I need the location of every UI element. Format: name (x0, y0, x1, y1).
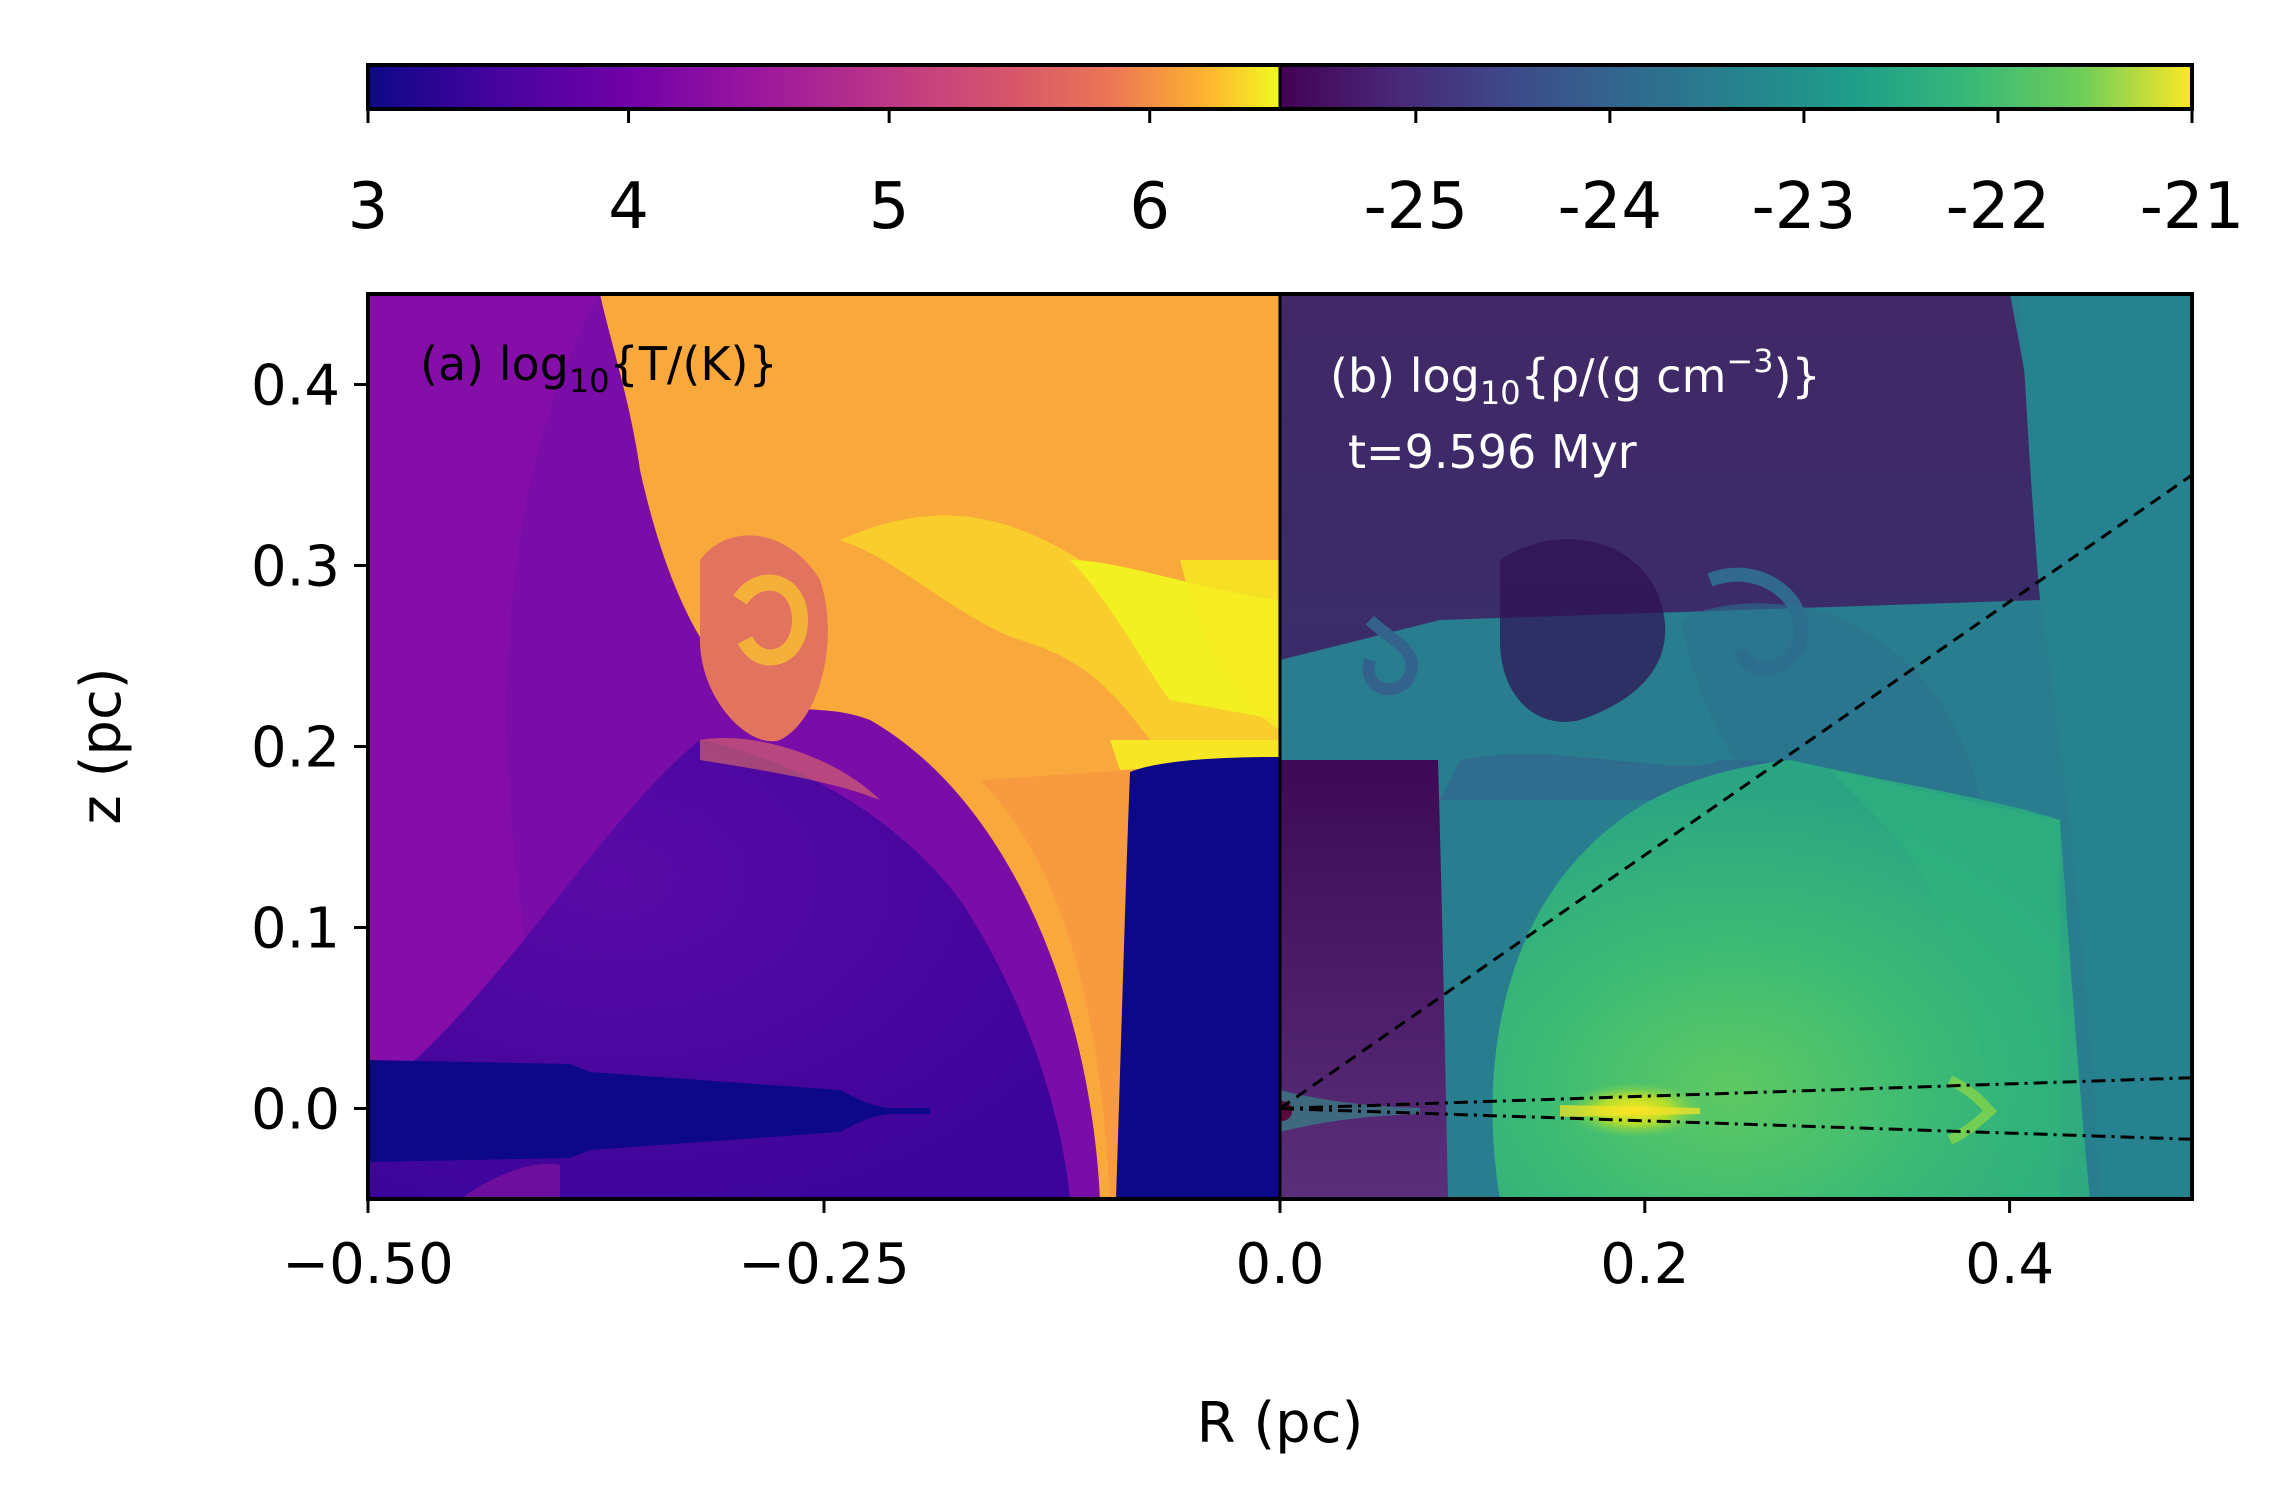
colorbar-density (1280, 65, 2192, 109)
colorbar-tick-label: -22 (1946, 170, 2051, 244)
colorbar-temperature (368, 65, 1280, 109)
y-tick-label: 0.4 (251, 354, 340, 419)
colorbar-ticks: 3 4 5 6 -25 -24 -23 -22 -21 (348, 109, 2245, 244)
x-axis-label: R (pc) (1197, 1391, 1364, 1456)
x-tick-label: 0.4 (1965, 1232, 2054, 1297)
axis-ticks: −0.50 −0.25 0.0 0.2 0.4 0.0 0.1 0.2 0.3 0.4 (251, 354, 2054, 1298)
density-panel (1280, 294, 2192, 1199)
x-tick-label: 0.0 (1235, 1232, 1324, 1297)
overlay-line-dashed-0 (1279, 473, 2193, 1110)
y-axis-label: z (pc) (69, 667, 134, 824)
colorbar-tick-label: -23 (1752, 170, 1857, 244)
panel-b-label: (b) log10{ρ/(g cm−3)} (1330, 342, 1821, 412)
x-tick-label: −0.50 (282, 1232, 454, 1297)
temperature-panel (368, 294, 1280, 1199)
colorbar-tick-label: -24 (1558, 170, 1663, 244)
panel-a-label: (a) log10{T/(K)} (420, 337, 778, 400)
colorbar-tick-label: -21 (2140, 170, 2245, 244)
y-tick-label: 0.1 (251, 897, 340, 962)
x-tick-label: −0.25 (738, 1232, 910, 1297)
colorbar-tick-label: 4 (608, 170, 649, 244)
colorbar-tick-label: -25 (1364, 170, 1469, 244)
y-tick-label: 0.0 (251, 1078, 340, 1143)
y-tick-label: 0.2 (251, 716, 340, 781)
time-label: t=9.596 Myr (1348, 425, 1637, 479)
colorbar-tick-label: 3 (348, 170, 389, 244)
overlay-line-dashdot-2 (1279, 1107, 2193, 1141)
overlay-line-dashdot-1 (1279, 1076, 2193, 1110)
x-tick-label: 0.2 (1600, 1232, 1689, 1297)
colorbar-tick-label: 5 (869, 170, 910, 244)
y-tick-label: 0.3 (251, 535, 340, 600)
overlay-lines (1279, 473, 2193, 1141)
colorbar-tick-label: 6 (1129, 170, 1170, 244)
